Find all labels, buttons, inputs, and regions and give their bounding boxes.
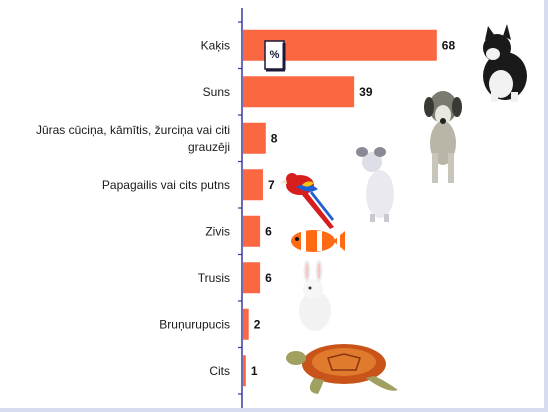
category-label-0: Kaķis	[201, 38, 230, 52]
category-label-line: Kaķis	[201, 38, 230, 52]
parrot-icon	[280, 173, 334, 229]
category-label-line: Papagailis vai cits putns	[102, 178, 230, 192]
bar-2	[243, 122, 266, 154]
value-label-3: 7	[268, 178, 275, 192]
bar-5	[243, 262, 261, 294]
category-labels-group: Kaķis Suns Jūras cūciņa, kāmītis, žurciņa …	[36, 38, 230, 378]
value-label-1: 39	[359, 85, 373, 99]
rat-icon	[356, 147, 394, 222]
bar-7	[243, 355, 246, 387]
value-label-2: 8	[271, 131, 278, 145]
category-label-line: Zivis	[205, 224, 230, 238]
category-label-line: Cits	[209, 364, 230, 378]
bar-4	[243, 215, 261, 247]
percent-unit-marker: %	[264, 40, 286, 72]
category-label-3: Papagailis vai cits putns	[102, 178, 230, 192]
category-label-line: Suns	[203, 85, 230, 99]
value-label-4: 6	[265, 224, 272, 238]
category-label-line: Trusis	[198, 271, 230, 285]
category-label-line: Bruņurupucis	[159, 317, 230, 331]
value-label-6: 2	[254, 317, 261, 331]
category-label-4: Zivis	[205, 224, 230, 238]
value-label-0: 68	[442, 38, 456, 52]
category-label-line: Jūras cūciņa, kāmītis, žurciņa vai citi	[36, 123, 230, 137]
axis-ticks-group	[238, 21, 242, 395]
dog-icon	[424, 91, 462, 183]
value-label-5: 6	[265, 271, 272, 285]
category-label-2: Jūras cūciņa, kāmītis, žurciņa vai citi g…	[36, 123, 230, 154]
cat-icon	[483, 24, 527, 102]
bar-6	[243, 308, 249, 340]
category-label-line: grauzēji	[188, 140, 230, 154]
category-label-5: Trusis	[198, 271, 230, 285]
category-label-6: Bruņurupucis	[159, 317, 230, 331]
value-labels-group: 68 39 8 7 6 6 2 1	[251, 38, 456, 378]
percent-unit-text: %	[270, 49, 280, 61]
value-label-7: 1	[251, 364, 258, 378]
clownfish-icon	[291, 230, 345, 252]
category-label-7: Cits	[209, 364, 230, 378]
category-label-1: Suns	[203, 85, 230, 99]
rabbit-icon	[299, 260, 331, 331]
bar-3	[243, 169, 263, 201]
bars-group	[243, 29, 437, 387]
bar-1	[243, 76, 355, 108]
turtle-icon	[286, 344, 398, 394]
